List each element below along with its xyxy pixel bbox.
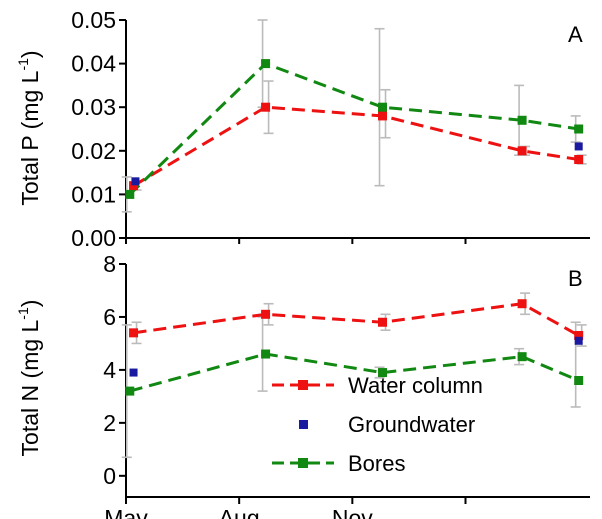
panel-b-point-water-column: [517, 299, 527, 309]
panel-b-x-tick-label: May: [104, 505, 148, 519]
panel-b-point-bores: [517, 352, 527, 362]
panel-a-point-bores: [261, 59, 271, 69]
panel-a-y-axis-title-close: ): [17, 50, 43, 58]
panel-b-letter: B: [568, 266, 583, 291]
legend-swatch-bores-marker: [298, 458, 308, 468]
legend-entry-water-column: Water column: [272, 373, 483, 398]
panel-b-y-tick-label: 4: [103, 357, 116, 383]
panel-a-point-groundwater: [574, 142, 583, 151]
panel-b-x-tick-label: Nov: [332, 505, 373, 519]
panel-a-y-tick-label: 0.05: [71, 7, 116, 33]
panel-a-y-tick-label: 0.01: [71, 181, 116, 207]
panel-a-y-axis-title-sup: -1: [15, 58, 31, 71]
panel-a-point-water-column: [574, 155, 584, 165]
panel-b-y-tick-label: 0: [103, 463, 116, 489]
panel-b-point-water-column: [378, 317, 388, 327]
panel-b-series-line-bores: [129, 352, 580, 393]
panel-a-y-tick-label: 0.03: [71, 94, 116, 120]
panel-a-point-water-column: [129, 181, 139, 191]
panel-b-y-axis-title-close: ): [17, 300, 43, 308]
legend-entry-bores: Bores: [272, 451, 405, 476]
panel-b-point-bores: [261, 349, 271, 359]
panel-b-point-bores: [574, 376, 584, 385]
panel-a-y-axis-title-main: Total P (mg L: [17, 70, 43, 205]
panel-b-series-line-water-column: [133, 302, 580, 337]
panel-a-point-bores: [378, 102, 388, 112]
panel-a-point-water-column: [378, 111, 388, 121]
panel-b-point-groundwater: [129, 368, 138, 377]
panel-b-y-axis-title-sup: -1: [15, 307, 31, 320]
legend-label-water-column: Water column: [348, 373, 483, 398]
panel-b-y-tick-label: 2: [103, 410, 116, 436]
panel-a-series-line-bores: [128, 61, 579, 196]
panel-a-point-bores: [517, 115, 527, 125]
panel-a-point-water-column: [261, 102, 271, 112]
panel-b-x-tick-label: Aug: [219, 505, 260, 519]
legend: Water column Groundwater Bores: [272, 373, 483, 476]
panel-b-point-water-column: [574, 330, 584, 340]
panel-b-point-bores: [125, 386, 135, 396]
panel-a-y-tick-label: 0.00: [71, 225, 116, 251]
panel-b-point-water-column: [129, 328, 139, 338]
panel-a-point-bores: [125, 189, 135, 199]
panel-a-letter: A: [568, 22, 583, 47]
legend-swatch-groundwater-marker: [299, 420, 308, 429]
panel-b-y-axis-title-main: Total N (mg L: [17, 319, 43, 456]
panel-a-point-groundwater: [131, 177, 140, 186]
panel-a-y-tick-label: 0.04: [71, 51, 116, 77]
panel-b-point-bores: [378, 368, 388, 378]
legend-label-bores: Bores: [348, 451, 405, 476]
panel-b-point-groundwater: [574, 336, 583, 345]
panel-b-point-water-column: [261, 309, 271, 319]
panel-b-y-tick-label: 8: [103, 251, 116, 277]
legend-entry-groundwater: Groundwater: [299, 412, 475, 437]
panel-b-total-n: B Total N (mg L-1) 0 2 4 6 8 May Aug Nov: [15, 251, 590, 519]
panel-a-point-water-column: [517, 146, 527, 156]
legend-label-groundwater: Groundwater: [348, 412, 475, 437]
legend-swatch-water-column-marker: [298, 380, 308, 390]
panel-a-total-p: A Total P (mg L-1) 0.00 0.01 0.02 0.03 0.04 0…: [15, 7, 590, 251]
panel-b-y-axis-title: Total N (mg L-1): [15, 300, 43, 457]
panel-b-y-tick-label: 6: [103, 304, 116, 330]
panel-a-y-axis-title: Total P (mg L-1): [15, 50, 43, 205]
panel-a-y-tick-label: 0.02: [71, 138, 116, 164]
panel-a-point-bores: [574, 124, 584, 134]
